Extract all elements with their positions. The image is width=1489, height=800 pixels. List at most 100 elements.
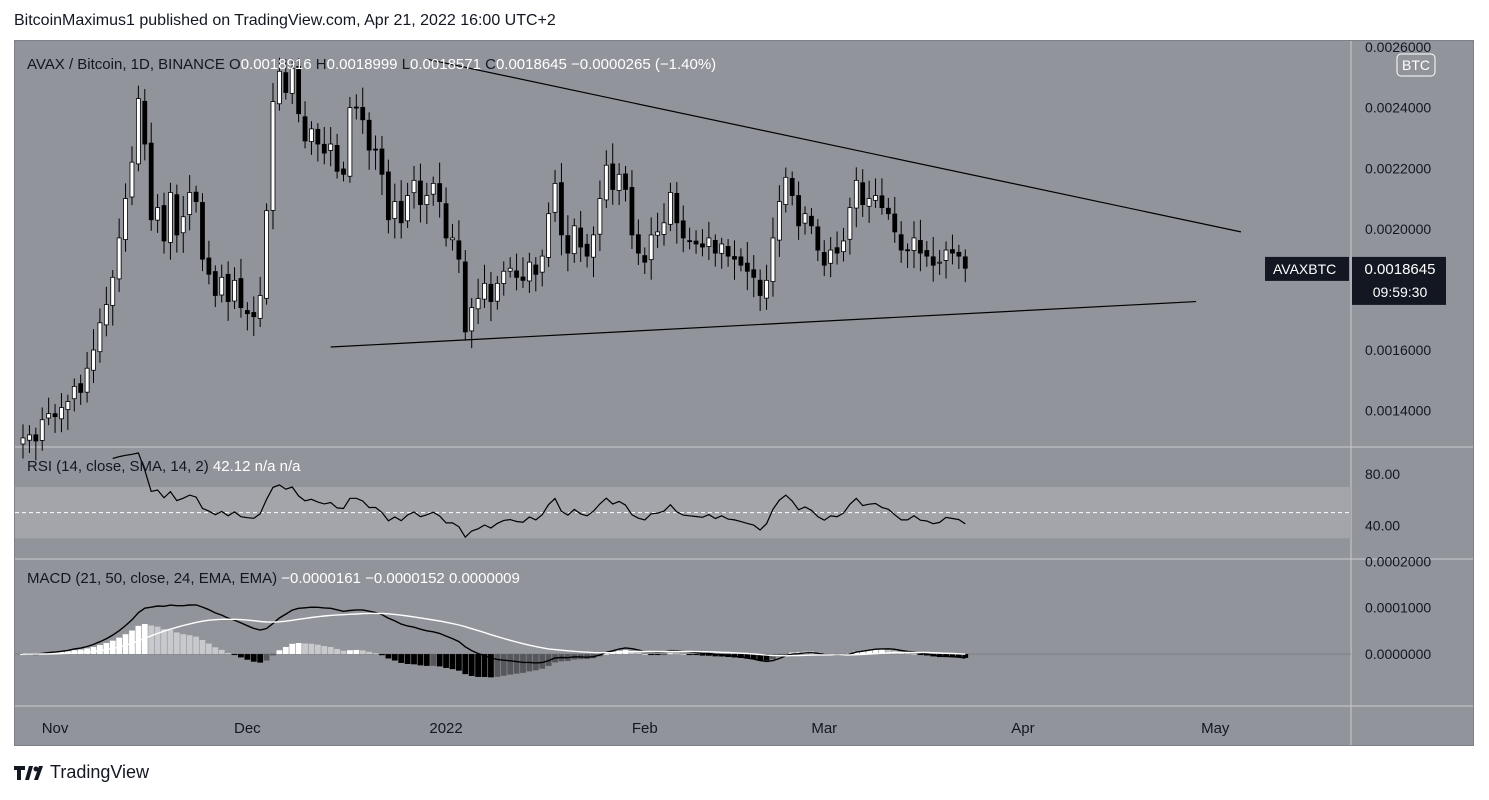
candle-body (770, 237, 776, 282)
candle-body (796, 195, 801, 227)
macd-histogram-bar (520, 654, 526, 673)
candle-body (764, 279, 769, 299)
macd-histogram-bar (500, 654, 507, 676)
macd-histogram-bar (462, 654, 469, 675)
macd-signal-line (23, 612, 966, 657)
macd-histogram-bar (186, 635, 193, 655)
candle-body (341, 168, 346, 175)
bar-countdown-label: 09:59:30 (1373, 284, 1428, 300)
macd-histogram-bar (866, 650, 873, 655)
tradingview-chart[interactable]: 0.0026000 0.0024000 0.0022000 0.0020000 0.00… (15, 41, 1473, 745)
macd-histogram-bar (167, 629, 174, 655)
macd-histogram-bar (206, 643, 212, 655)
macd-histogram-bar (436, 654, 443, 667)
chart-frame[interactable]: 0.0026000 0.0024000 0.0022000 0.0020000 0.00… (14, 40, 1474, 746)
candle-body (110, 276, 116, 306)
macd-histogram-bar (282, 647, 289, 655)
candle-body (244, 310, 250, 315)
macd-line (22, 604, 966, 664)
candle-body (309, 128, 314, 142)
candle-body (527, 261, 532, 282)
candle-body (180, 216, 186, 234)
candle-body (302, 116, 308, 142)
macd-histogram-bar (161, 629, 167, 655)
candle-body (962, 256, 968, 269)
candle-body (161, 205, 167, 242)
legends: AVAX / Bitcoin, 1D, BINANCE O0.0018916 H… (27, 56, 716, 587)
macd-histogram-bar (193, 636, 199, 655)
candle-body (655, 231, 660, 236)
macd-histogram-bar (539, 654, 546, 669)
candle-body (129, 161, 135, 198)
macd-histogram-bar (340, 650, 347, 655)
macd-histogram-bar (173, 632, 180, 655)
macd-histogram-bar (859, 650, 866, 655)
candle-body (559, 182, 564, 236)
candle-body (635, 234, 641, 254)
macd-histogram-bar (648, 654, 655, 656)
macd-axis-label: 0.0000000 (1365, 646, 1431, 662)
macd-histogram-bar (244, 654, 251, 660)
candle-body (802, 213, 808, 224)
price-axis-label: 0.0024000 (1365, 100, 1431, 116)
macd-histogram-bar (911, 653, 917, 655)
macd-histogram-bar (513, 654, 520, 674)
macd-legend: MACD (21, 50, close, 24, EMA, EMA) −0.00… (27, 570, 520, 587)
macd-signal-value: 0.0000009 (449, 570, 520, 587)
macd-line-value: −0.0000152 (365, 570, 445, 587)
candle-body (642, 255, 648, 263)
candle-body (321, 143, 327, 154)
panel-backgrounds (15, 41, 1473, 745)
macd-histogram-bar (629, 651, 635, 655)
candle-body (776, 201, 782, 241)
candle-body (283, 72, 289, 93)
macd-histogram-bar (263, 654, 270, 661)
macd-histogram-bar (334, 648, 340, 655)
macd-histogram-bar (411, 654, 417, 665)
macd-histogram-bar (148, 625, 155, 655)
macd-histogram-value: −0.0000161 (281, 570, 361, 587)
candle-body (251, 312, 257, 318)
candle-body (257, 295, 263, 319)
candle-body (789, 177, 795, 196)
macd-histogram-bar (667, 653, 674, 655)
ohlc-h-label: H (316, 56, 327, 73)
macd-histogram-bar (955, 654, 962, 658)
candle-body (193, 191, 199, 202)
candle-body (103, 304, 109, 326)
candle-body (20, 437, 26, 445)
candle-body (187, 192, 193, 215)
macd-histogram-bar (391, 654, 398, 661)
ascending-support-trendline (330, 300, 1197, 348)
macd-histogram-bar (109, 640, 116, 655)
ohlc-l-label: L (402, 56, 410, 73)
axes: 0.0026000 0.0024000 0.0022000 0.0020000 0.00… (42, 41, 1446, 737)
macd-histogram-bar (744, 654, 751, 659)
candle-body (751, 269, 757, 278)
candle-body (155, 207, 160, 221)
macd-histogram-bar (661, 654, 667, 656)
macd-histogram-bar (699, 654, 706, 656)
candle-body (905, 249, 910, 252)
macd-histogram-bar (289, 643, 296, 655)
macd-histogram-bar (404, 654, 411, 664)
macd-histogram-bar (295, 642, 302, 655)
macd-histogram-bar (654, 654, 661, 656)
candle-body (91, 349, 96, 371)
candle-body (809, 215, 814, 227)
last-price-tag: AVAXBTC 0.0018645 09:59:30 (1265, 256, 1446, 305)
rsi-sma-value: n/a (255, 458, 277, 475)
candle-body (411, 179, 417, 194)
macd-histogram-bar (449, 654, 456, 670)
ohlc-high: 0.0018999 (327, 56, 398, 73)
macd-histogram-bar (327, 647, 334, 655)
macd-histogram-bar (475, 654, 481, 677)
candle-body (450, 237, 455, 241)
macd-histogram-bar (64, 651, 71, 655)
tradingview-footer[interactable]: TradingView (14, 762, 149, 783)
candle-body (552, 183, 558, 213)
candle-body (39, 419, 45, 441)
macd-axis-label: 0.0002000 (1365, 553, 1431, 569)
candle-body (603, 164, 609, 201)
macd-histogram-bar (641, 654, 648, 656)
